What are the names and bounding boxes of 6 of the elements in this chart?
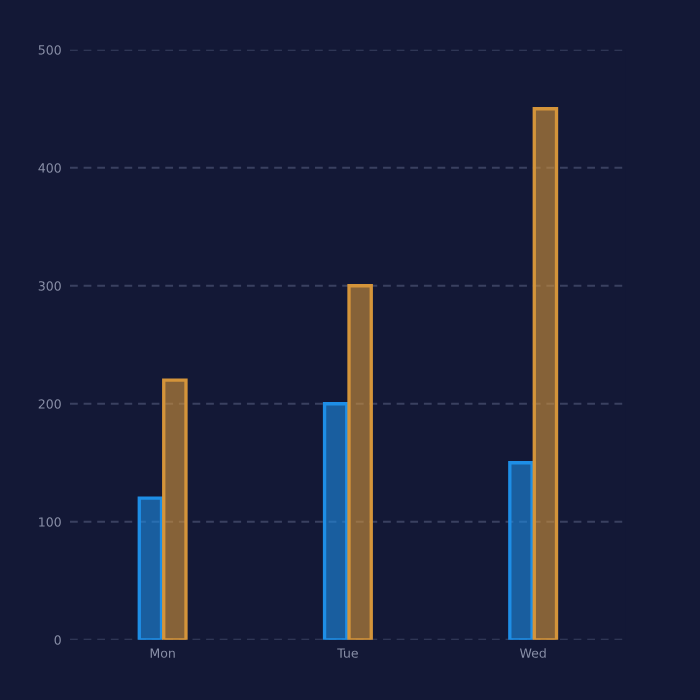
bar: [322, 402, 349, 640]
bar: [347, 284, 373, 640]
bar: [137, 496, 164, 640]
bar: [508, 461, 534, 640]
bar: [162, 378, 188, 640]
bar: [532, 107, 559, 640]
